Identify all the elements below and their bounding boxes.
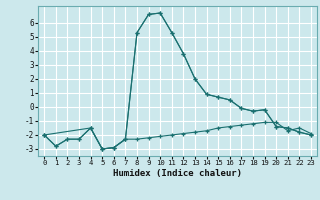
X-axis label: Humidex (Indice chaleur): Humidex (Indice chaleur) <box>113 169 242 178</box>
